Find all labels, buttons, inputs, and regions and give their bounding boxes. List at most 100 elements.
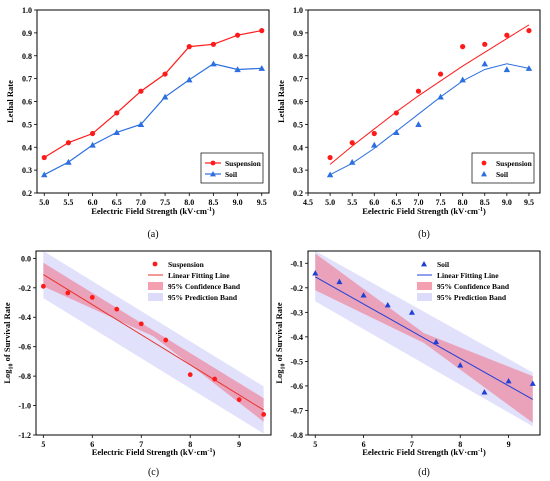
y-tick-label: -0.2 (18, 284, 31, 293)
legend-swatch (148, 282, 163, 290)
x-tick-label: 8.0 (458, 198, 468, 207)
data-point-soil (503, 66, 511, 73)
y-tick-label: -0.6 (290, 382, 303, 391)
legend-marker (481, 171, 487, 177)
data-point (433, 338, 440, 345)
linear-fit-line (315, 276, 533, 400)
data-point-soil (481, 60, 489, 67)
legend-box (200, 152, 264, 184)
y-axis-label: Lethal Rate (276, 80, 286, 123)
legend-swatch (417, 282, 432, 290)
data-point-suspension (393, 110, 399, 116)
data-point (408, 309, 415, 315)
fit-curve-suspension (329, 24, 530, 165)
legend-swatch (417, 293, 432, 301)
x-tick-label: 7.5 (436, 198, 446, 207)
legend-marker (210, 171, 216, 177)
data-point-suspension (259, 27, 265, 34)
data-point (360, 292, 367, 298)
y-tick-label: 0.9 (293, 29, 303, 38)
x-axis-label: Eelectric Field Strength (kV·cm-1) (92, 447, 216, 457)
data-point-suspension (65, 140, 72, 146)
data-point-suspension (186, 44, 192, 50)
legend-box (471, 152, 535, 184)
data-point-suspension (349, 140, 355, 146)
data-point-soil (137, 121, 145, 127)
y-axis-label: Log10 of Survival Rate (2, 302, 15, 384)
x-tick-label: 5.5 (347, 198, 357, 207)
data-point (138, 321, 144, 327)
y-tick-label: -0.8 (290, 431, 303, 440)
x-axis-label: Eelectric Field Strength (kV·cm-1) (362, 206, 486, 216)
x-tick-label: 9.0 (233, 198, 243, 207)
data-point (236, 397, 242, 403)
x-tick-label: 5.5 (63, 198, 73, 207)
x-tick-label: 9.0 (502, 198, 512, 207)
panel-label: (c) (148, 467, 159, 478)
data-point-soil (234, 66, 241, 73)
y-tick-label: 0.7 (293, 75, 303, 84)
y-tick-label: 0.3 (22, 166, 32, 175)
data-point (336, 278, 343, 285)
data-point (529, 380, 536, 386)
legend-label: Soil (225, 170, 237, 179)
y-tick-label: 1.0 (22, 6, 32, 15)
data-point-soil (371, 141, 378, 148)
y-tick-label: -0.4 (18, 313, 31, 322)
data-point-soil (415, 121, 422, 127)
y-tick-label: -0.6 (18, 343, 31, 352)
x-axis-label: Eelectric Field Strength (kV·cm-1) (362, 447, 486, 457)
confidence-band (43, 262, 264, 422)
data-point-suspension (162, 71, 168, 77)
legend-marker (210, 160, 216, 166)
y-tick-label: -0.3 (290, 308, 303, 317)
x-tick-label: 6.5 (112, 198, 122, 207)
data-point (65, 290, 71, 296)
panel-label: (a) (147, 229, 158, 240)
panel-label: (b) (418, 229, 430, 240)
x-tick-label: 9.5 (524, 198, 534, 207)
data-point-suspension (482, 41, 488, 47)
data-point (163, 337, 169, 343)
x-tick-label: 7 (139, 440, 143, 449)
panel-label: (d) (418, 467, 430, 478)
y-tick-label: -0.2 (290, 284, 303, 293)
data-point-soil (525, 65, 533, 71)
y-tick-label: 0.2 (293, 189, 303, 198)
x-tick-label: 6.0 (369, 198, 379, 207)
data-point-suspension (460, 44, 466, 50)
data-point-suspension (41, 154, 47, 161)
y-tick-label: -0.5 (290, 357, 303, 366)
x-tick-label: 8.5 (480, 198, 490, 207)
series-line-soil (43, 63, 262, 176)
y-tick-label: 0.3 (293, 166, 303, 175)
data-point-soil (393, 129, 400, 135)
x-tick-label: 4.5 (303, 198, 313, 207)
plot-frame (307, 250, 541, 436)
data-point-soil (437, 93, 444, 100)
y-tick-label: 0.8 (293, 52, 303, 61)
data-point-suspension (234, 32, 241, 38)
linear-fit-line (43, 274, 264, 411)
data-point-suspension (89, 130, 96, 137)
data-point (89, 294, 95, 300)
y-tick-label: -1.2 (18, 431, 31, 440)
x-tick-label: 8 (458, 440, 462, 449)
x-tick-label: 9 (237, 440, 241, 449)
y-tick-label: -0.8 (18, 372, 31, 381)
x-tick-label: 8 (188, 440, 192, 449)
x-tick-label: 9 (507, 440, 511, 449)
legend-swatch (148, 293, 163, 301)
data-point-soil (326, 171, 334, 178)
data-point-suspension (437, 71, 444, 77)
x-axis-label: Eelectric Field Strength (kV·cm-1) (91, 206, 215, 216)
legend-label: 95% Confidence Band (168, 282, 241, 291)
y-tick-label: 0.7 (22, 75, 32, 84)
y-axis-label: Log10 of Survival Rate (274, 302, 287, 384)
data-point (212, 376, 218, 382)
y-tick-label: 0.4 (22, 143, 32, 152)
legend-label: Suspension (225, 159, 262, 168)
data-point-soil (258, 65, 265, 71)
chart-panel-1: 4.5 5.0 5.5 6.0 6.5 7.0 7.5 8.0 8.5 9.0 9.5 0.2 0.3 0… (276, 6, 541, 240)
